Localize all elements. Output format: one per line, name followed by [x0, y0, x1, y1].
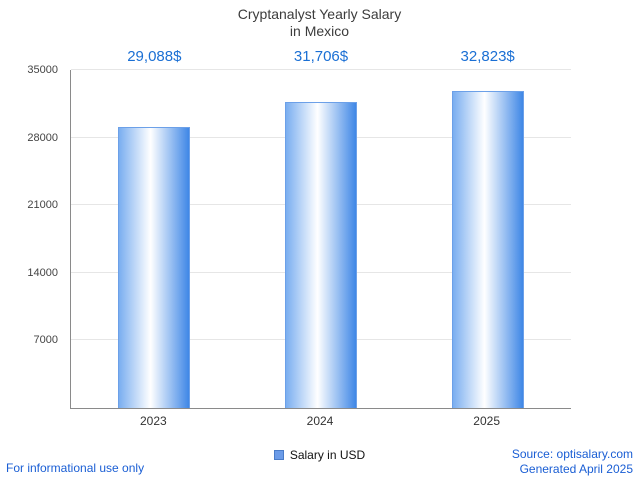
- x-axis-label: 2023: [139, 414, 167, 428]
- generated-text: Generated April 2025: [519, 462, 633, 476]
- plot-area: 29,088$ 31,706$ 32,823$: [70, 48, 571, 409]
- source-text[interactable]: Source: optisalary.com: [511, 447, 633, 461]
- y-axis-label: 21000: [27, 199, 58, 212]
- y-axis-label: 35000: [27, 64, 58, 76]
- legend-label: Salary in USD: [289, 448, 366, 462]
- chart-title-line1: Cryptanalyst Yearly Salary: [237, 6, 402, 22]
- chart-title: Cryptanalyst Yearly Salary in Mexico: [0, 6, 639, 40]
- y-axis-label: 28000: [27, 131, 58, 144]
- legend: Salary in USD: [0, 448, 639, 462]
- bar: [285, 101, 357, 408]
- bar: [118, 127, 191, 408]
- x-axis-label: 2025: [473, 414, 501, 428]
- y-axis-label: 7000: [33, 334, 58, 347]
- disclaimer-text: For informational use only: [6, 461, 145, 475]
- bar-value-label: 32,823$: [460, 48, 515, 65]
- bar: [451, 91, 524, 408]
- x-axis-label: 2024: [306, 414, 334, 428]
- y-axis-labels: 7000 14000 21000 28000 35000: [0, 64, 64, 408]
- source-block: Source: optisalary.com Generated April 2…: [512, 447, 633, 477]
- bar-value-label: 31,706$: [293, 48, 349, 65]
- y-axis-label: 14000: [27, 266, 58, 279]
- legend-swatch-icon: [273, 450, 284, 460]
- chart-title-line2: in Mexico: [289, 23, 350, 39]
- gridline: [71, 69, 571, 70]
- bar-value-label: 29,088$: [127, 48, 182, 65]
